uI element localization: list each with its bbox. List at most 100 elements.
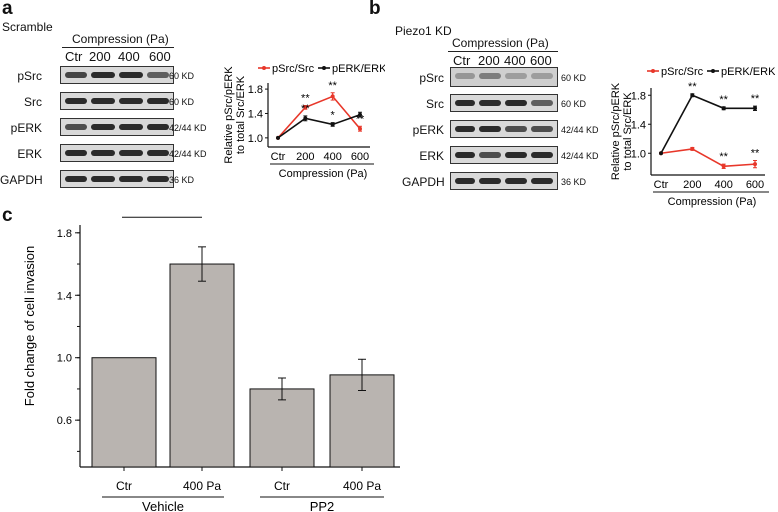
data-point (690, 93, 695, 98)
panel-b-row-label: pERK (412, 123, 444, 137)
bar (249, 388, 315, 468)
panel-b-kd: 42/44 KD (561, 125, 599, 135)
significance-mark: ** (356, 113, 365, 125)
bar (169, 263, 235, 468)
significance-mark: ** (719, 151, 728, 163)
data-point (276, 135, 280, 140)
band (65, 98, 87, 104)
panel-b-lane-400: 400 (504, 53, 526, 68)
panel-b-kd: 60 KD (561, 99, 587, 109)
band (531, 178, 553, 184)
band (505, 100, 527, 106)
significance-mark: * (331, 110, 336, 122)
y-tick-label: 1.4 (248, 108, 263, 120)
y-axis-label-line1: Relative pSrc/pERK (223, 66, 235, 164)
panel-a-lane-ctr: Ctr (65, 49, 83, 64)
y-axis-label-line1: Relative pSrc/pERK (610, 82, 622, 180)
band (455, 178, 475, 184)
band (455, 73, 475, 79)
band (531, 126, 553, 132)
panel-b-blot-psrc (450, 67, 558, 87)
band (505, 73, 527, 79)
panel-b-header-line (448, 51, 558, 52)
chart-b-line: 1.0 1.4 1.8 Ctr 200 400 600 Compression (Pa) Rel… (610, 66, 775, 208)
band (479, 73, 501, 79)
band (455, 152, 475, 158)
panel-a-blot-gapdh (60, 170, 174, 188)
y-tick-label: 1.8 (248, 84, 263, 96)
y-tick-label: 1.4 (57, 290, 72, 302)
panel-a-row-label: GAPDH (0, 173, 43, 187)
panel-b-blot-src (450, 94, 558, 112)
x-axis-label: Compression (Pa) (668, 196, 757, 208)
x-tick-label: Ctr (654, 179, 669, 191)
panel-b-row-label: GAPDH (402, 175, 445, 189)
panel-c-letter: c (2, 205, 13, 226)
x-axis-label: Compression (Pa) (279, 168, 368, 180)
band (147, 72, 169, 78)
panel-a-row-label: Src (24, 95, 42, 109)
chart-c-bar: 0.6 1.0 1.4 1.8 Fold change of cell invasion… (22, 215, 400, 512)
band (531, 100, 553, 106)
panel-b-row-label: pSrc (419, 71, 444, 85)
panel-a-row-label: pERK (10, 121, 42, 135)
panel-a-compression-header: Compression (Pa) (72, 32, 169, 46)
series-line (277, 95, 361, 139)
panel-b-kd: 60 KD (561, 73, 587, 83)
panel-b-lane-600: 600 (530, 53, 552, 68)
x-tick-label: Ctr (116, 479, 132, 493)
panel-b-letter: b (369, 0, 381, 19)
band (91, 176, 115, 182)
group-label: Vehicle (142, 499, 184, 512)
legend-label: pSrc/Src (661, 66, 704, 78)
band (119, 176, 143, 182)
significance-mark: ** (301, 93, 310, 105)
panel-b-condition: Piezo1 KD (395, 24, 452, 38)
panel-b-row-label: Src (426, 97, 444, 111)
panel-b-blot-perk (450, 120, 558, 138)
y-tick-label: 1.8 (631, 90, 646, 102)
panel-a-lane-200: 200 (89, 49, 111, 64)
significance-mark: ** (328, 80, 337, 92)
band (65, 72, 87, 78)
y-tick-label: 1.8 (57, 228, 72, 240)
y-tick-label: 1.4 (631, 119, 646, 131)
legend-label: pERK/ERK (332, 63, 385, 75)
band (91, 150, 115, 156)
band (147, 176, 169, 182)
significance-mark: ** (751, 148, 760, 160)
panel-b-blot-gapdh (450, 172, 558, 190)
band (479, 100, 501, 106)
panel-a-blot-psrc (60, 66, 174, 84)
panel-a-blot-perk (60, 118, 174, 136)
y-axis-label: Fold change of cell invasion (22, 246, 37, 406)
panel-b-lane-ctr: Ctr (453, 53, 471, 68)
y-tick-label: 1.0 (248, 133, 263, 145)
data-point (659, 151, 663, 156)
x-tick-label: 400 (714, 179, 732, 191)
band (455, 100, 475, 106)
y-axis-label-line2: to total Src/ERK (235, 75, 247, 154)
x-tick-label: 200 (683, 179, 701, 191)
panel-a-blot-src (60, 92, 174, 110)
data-point (690, 146, 695, 151)
x-tick-label: 400 Pa (343, 479, 381, 493)
data-point (358, 112, 362, 117)
x-tick-label: Ctr (274, 479, 290, 493)
panel-b-compression-header: Compression (Pa) (452, 36, 549, 50)
panel-b-kd: 36 KD (561, 177, 587, 187)
x-tick-label: 400 Pa (183, 479, 221, 493)
y-axis-label-line2: to total Src/ERK (622, 92, 634, 171)
significance-mark: ** (688, 81, 697, 93)
y-tick-label: 0.6 (57, 415, 72, 427)
band (531, 152, 553, 158)
band (119, 124, 143, 130)
panel-a-header-line (62, 47, 174, 48)
series-line (660, 148, 756, 168)
panel-a-blot-erk (60, 144, 174, 162)
band (479, 152, 501, 158)
data-point (330, 122, 335, 127)
panel-a-row-label: ERK (17, 147, 42, 161)
band (505, 152, 527, 158)
data-point (330, 94, 335, 99)
